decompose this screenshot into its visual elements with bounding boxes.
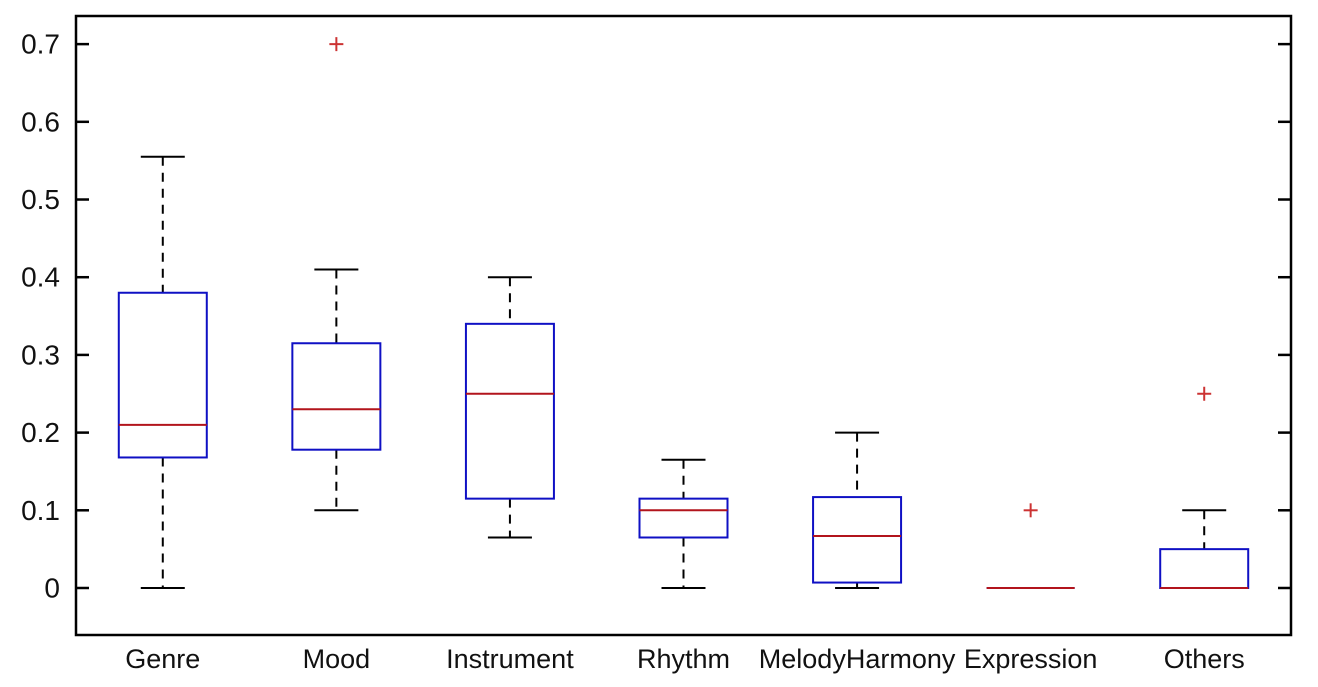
box-Instrument [464, 322, 555, 500]
box-Mood [291, 342, 382, 451]
y-tick-label: 0 [44, 572, 60, 603]
y-tick-label: 0.2 [21, 417, 60, 448]
x-category-label: Rhythm [637, 644, 730, 674]
y-tick-label: 0.4 [21, 262, 60, 293]
x-category-label: Mood [303, 644, 371, 674]
y-tick-label: 0.7 [21, 29, 60, 60]
x-category-label: Genre [125, 644, 200, 674]
x-category-label: Others [1164, 644, 1245, 674]
y-tick-label: 0.5 [21, 184, 60, 215]
plot-frame [74, 14, 1293, 637]
x-category-label: Instrument [446, 644, 574, 674]
y-tick-label: 0.3 [21, 339, 60, 370]
x-category-label: Expression [964, 644, 1098, 674]
y-tick-label: 0.6 [21, 106, 60, 137]
box-Others [1159, 548, 1250, 589]
box-Genre [117, 291, 208, 459]
y-tick-label: 0.1 [21, 495, 60, 526]
box-MelodyHarmony [812, 496, 903, 584]
box-Rhythm [638, 497, 729, 539]
x-category-label: MelodyHarmony [759, 644, 956, 674]
